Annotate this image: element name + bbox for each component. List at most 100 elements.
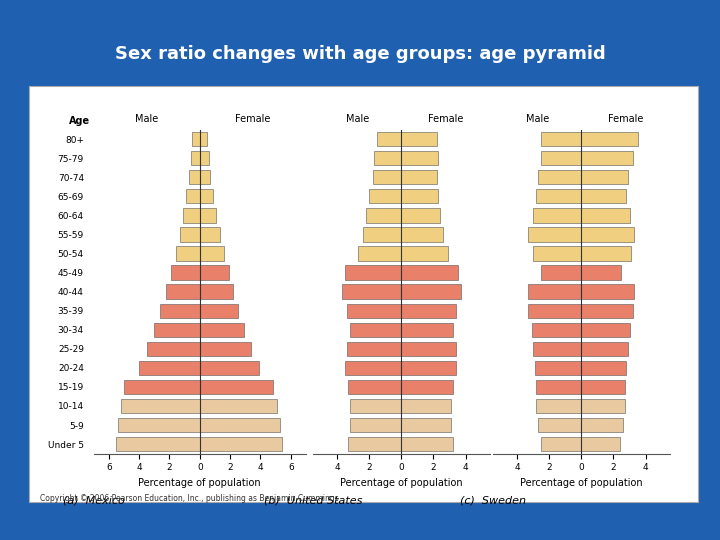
Text: Female: Female <box>235 114 271 124</box>
Bar <box>534 208 582 222</box>
Bar <box>347 342 402 356</box>
Bar <box>346 265 402 280</box>
Bar <box>402 303 456 318</box>
Bar <box>582 285 634 299</box>
Bar <box>528 285 582 299</box>
Bar <box>200 418 280 432</box>
Bar <box>402 170 436 184</box>
Bar <box>582 151 633 165</box>
Bar <box>200 189 213 204</box>
Bar <box>139 361 200 375</box>
Bar <box>147 342 200 356</box>
Bar <box>200 265 229 280</box>
Text: (a)  Mexico: (a) Mexico <box>63 496 125 506</box>
Bar <box>582 437 620 451</box>
Text: Female: Female <box>428 114 463 124</box>
Bar <box>186 189 200 204</box>
Bar <box>582 303 633 318</box>
Bar <box>191 151 200 165</box>
Bar <box>200 208 217 222</box>
Bar <box>582 342 628 356</box>
Bar <box>200 437 282 451</box>
Bar <box>118 418 200 432</box>
Bar <box>358 246 402 261</box>
Bar <box>582 399 625 413</box>
Bar <box>528 303 582 318</box>
Text: (c)  Sweden: (c) Sweden <box>460 496 526 506</box>
Bar <box>536 399 582 413</box>
Bar <box>180 227 200 241</box>
Bar <box>369 189 402 204</box>
Bar <box>346 361 402 375</box>
Bar <box>402 246 448 261</box>
Bar <box>374 151 402 165</box>
Bar <box>372 170 402 184</box>
Bar <box>531 322 582 337</box>
Bar <box>582 418 623 432</box>
X-axis label: Percentage of population: Percentage of population <box>138 478 261 488</box>
Bar <box>402 418 451 432</box>
Bar <box>582 246 631 261</box>
Bar <box>171 265 200 280</box>
Bar <box>347 303 402 318</box>
Bar <box>121 399 200 413</box>
Bar <box>366 208 402 222</box>
Text: Copyright © 2006 Pearson Education, Inc., publishing as Benjamin Cummings: Copyright © 2006 Pearson Education, Inc.… <box>40 494 338 503</box>
Bar <box>192 132 200 146</box>
Bar <box>538 170 582 184</box>
Bar <box>348 380 402 394</box>
Bar <box>161 303 200 318</box>
Bar <box>189 170 200 184</box>
Bar <box>200 380 273 394</box>
Bar <box>402 361 456 375</box>
Bar <box>200 246 224 261</box>
Bar <box>582 189 626 204</box>
Bar <box>363 227 402 241</box>
Bar <box>154 322 200 337</box>
Bar <box>541 437 582 451</box>
Text: Male: Male <box>135 114 158 124</box>
X-axis label: Percentage of population: Percentage of population <box>340 478 463 488</box>
Bar <box>200 303 238 318</box>
Bar <box>582 361 626 375</box>
Bar <box>402 227 443 241</box>
Bar <box>200 322 244 337</box>
Bar <box>402 380 453 394</box>
Bar <box>402 208 440 222</box>
Bar <box>536 189 582 204</box>
Bar <box>528 227 582 241</box>
Bar <box>402 151 438 165</box>
Bar <box>582 322 629 337</box>
Bar <box>350 322 402 337</box>
Bar <box>402 132 436 146</box>
Bar <box>200 132 207 146</box>
Bar <box>402 265 457 280</box>
Bar <box>200 399 277 413</box>
Text: (b)  United States: (b) United States <box>264 496 362 506</box>
Bar <box>536 380 582 394</box>
Bar <box>582 208 629 222</box>
Bar <box>582 170 628 184</box>
Bar <box>200 342 251 356</box>
Bar <box>377 132 402 146</box>
Bar <box>124 380 200 394</box>
Bar <box>541 132 582 146</box>
Bar <box>582 265 621 280</box>
X-axis label: Percentage of population: Percentage of population <box>520 478 643 488</box>
Bar <box>534 246 582 261</box>
Bar <box>402 437 453 451</box>
Bar <box>166 285 200 299</box>
Bar <box>350 399 402 413</box>
Bar <box>176 246 200 261</box>
Bar <box>402 342 456 356</box>
Bar <box>183 208 200 222</box>
Bar <box>402 285 461 299</box>
Bar <box>541 151 582 165</box>
Bar <box>534 342 582 356</box>
Bar <box>535 361 582 375</box>
Bar <box>582 227 634 241</box>
Bar <box>200 170 210 184</box>
Text: Age: Age <box>69 116 91 126</box>
Bar <box>350 418 402 432</box>
Text: Male: Male <box>526 114 549 124</box>
